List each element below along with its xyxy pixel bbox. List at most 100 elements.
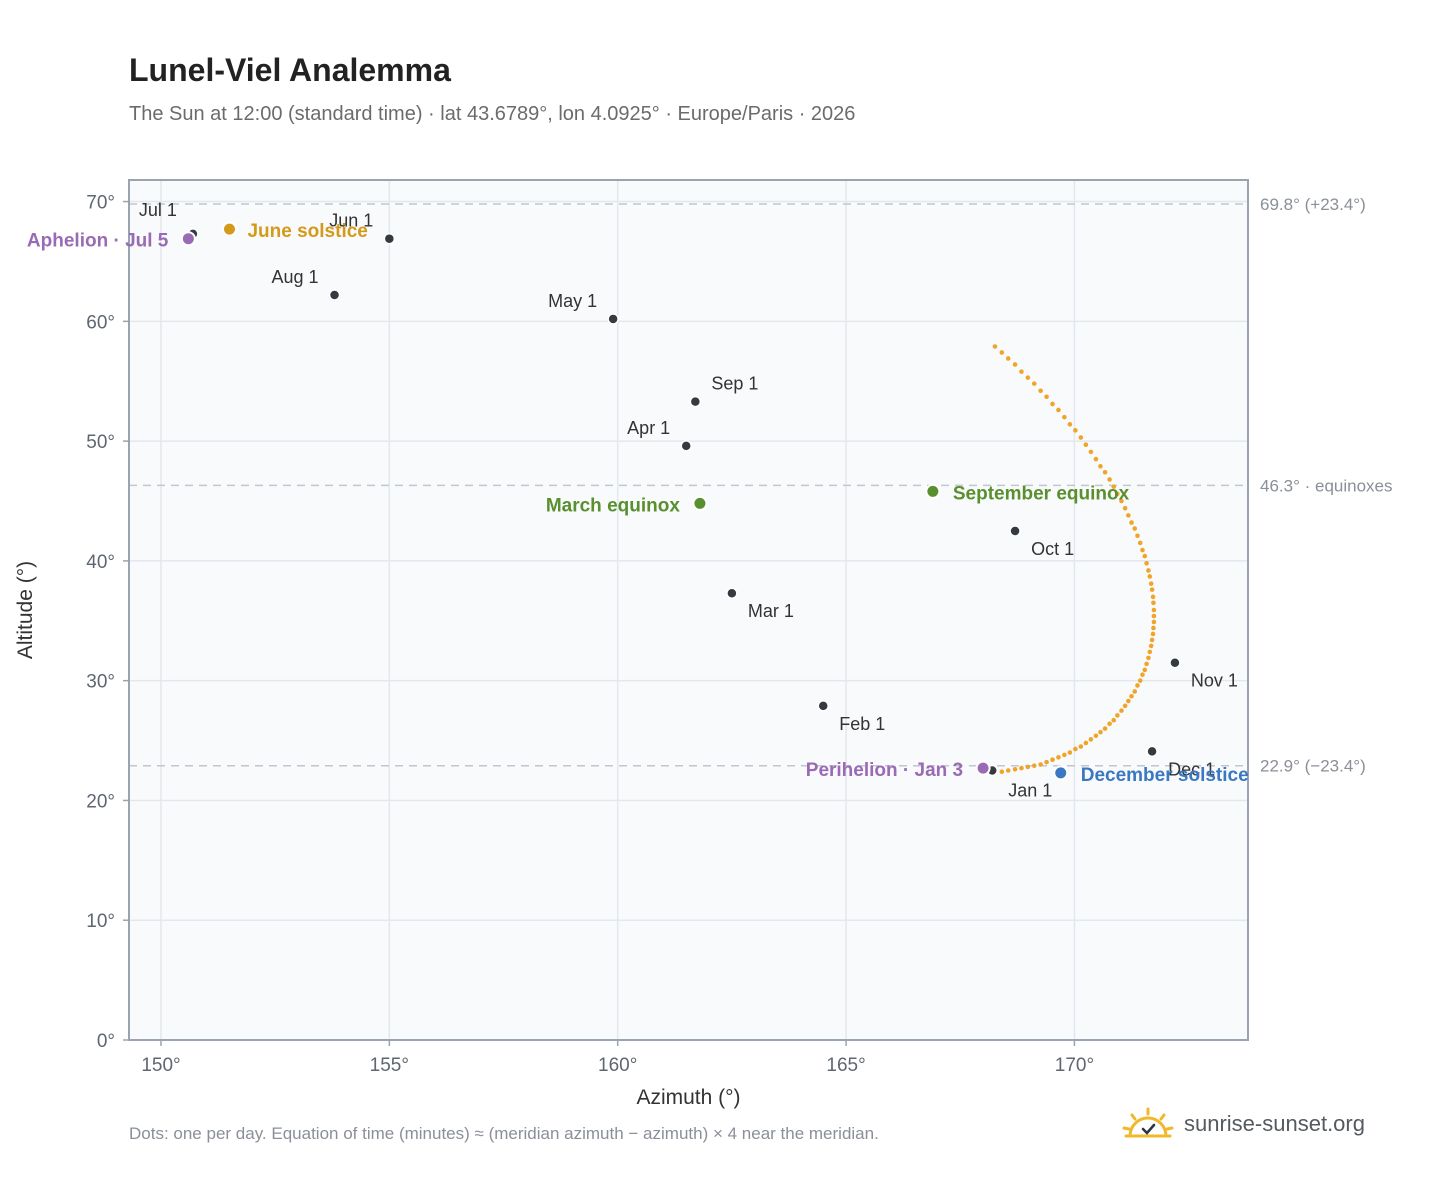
day-dot — [992, 344, 998, 349]
chart-subtitle: The Sun at 12:00 (standard time) · lat 4… — [129, 103, 856, 125]
event-marker — [692, 495, 708, 511]
day-dot — [1044, 759, 1049, 765]
day-dot — [1147, 574, 1153, 579]
day-dot — [1102, 726, 1108, 731]
month-label: Apr 1 — [627, 418, 670, 438]
month-marker — [1169, 656, 1181, 669]
month-label: Mar 1 — [748, 601, 794, 621]
month-label: Jul 1 — [139, 200, 177, 220]
day-dot — [1073, 428, 1078, 433]
x-tick-label: 165° — [826, 1055, 865, 1076]
event-marker — [180, 231, 196, 247]
day-dot — [1140, 672, 1145, 677]
month-marker — [1009, 525, 1021, 537]
day-dot — [1111, 717, 1117, 723]
day-dot — [1146, 568, 1151, 573]
month-label: Feb 1 — [839, 714, 885, 734]
day-dot — [1111, 484, 1117, 489]
day-dot — [1083, 740, 1089, 746]
month-label: Jun 1 — [329, 211, 373, 231]
day-dot — [1151, 625, 1156, 631]
month-marker — [680, 440, 692, 452]
reference-line-label: 22.9° (−23.4°) — [1260, 757, 1366, 776]
month-marker — [817, 700, 829, 712]
day-dot — [1119, 498, 1124, 504]
x-axis-label: Azimuth (°) — [636, 1086, 740, 1109]
day-dot — [1056, 755, 1061, 760]
sun-logo-icon — [1122, 1107, 1174, 1138]
day-dot — [1031, 763, 1037, 769]
month-label: Jan 1 — [1008, 781, 1052, 801]
day-dot — [1050, 757, 1055, 763]
x-tick-label: 150° — [141, 1055, 180, 1076]
day-dot — [1050, 401, 1055, 407]
y-axis-label: Altitude (°) — [14, 561, 37, 659]
day-dot — [1142, 553, 1148, 559]
x-tick-label: 155° — [370, 1055, 409, 1076]
day-dot — [1135, 533, 1140, 539]
brand[interactable]: sunrise-sunset.org — [1122, 1104, 1365, 1144]
day-dot — [1102, 469, 1108, 475]
reference-line-label: 46.3° · equinoxes — [1260, 476, 1393, 495]
day-dot — [1147, 649, 1153, 655]
event-label: September equinox — [953, 483, 1130, 504]
day-dot — [1151, 619, 1157, 625]
brand-name: sunrise-sunset.org — [1184, 1111, 1365, 1136]
day-dot — [1078, 744, 1084, 749]
day-dot — [1012, 767, 1018, 772]
day-dot — [1025, 375, 1031, 380]
day-dot — [1144, 661, 1149, 667]
day-dot — [1031, 381, 1037, 386]
chart-title: Lunel-Viel Analemma — [129, 52, 451, 88]
y-tick-label: 30° — [86, 672, 115, 693]
y-tick-label: 10° — [86, 911, 115, 932]
day-dot — [1150, 631, 1156, 637]
day-dot — [1132, 526, 1138, 531]
day-dot — [1093, 733, 1099, 739]
day-dot — [1126, 698, 1131, 704]
day-dot — [1038, 762, 1043, 767]
day-dot — [999, 350, 1005, 355]
event-label: Perihelion · Jan 3 — [806, 760, 963, 781]
month-marker — [726, 587, 738, 599]
day-dot — [1062, 752, 1067, 758]
y-tick-label: 60° — [86, 312, 115, 333]
event-marker — [925, 483, 941, 499]
event-marker — [221, 221, 237, 237]
day-dot — [1122, 505, 1128, 511]
day-dot — [1093, 456, 1099, 462]
reference-line-label: 69.8° (+23.4°) — [1260, 195, 1366, 214]
month-label: Nov 1 — [1191, 671, 1238, 691]
day-dot — [1129, 520, 1134, 525]
event-label: December solstice — [1081, 765, 1249, 786]
y-tick-label: 40° — [86, 552, 115, 573]
day-dot — [1149, 637, 1155, 643]
day-dot — [1038, 388, 1043, 394]
y-tick-label: 0° — [97, 1031, 115, 1052]
month-marker — [1146, 745, 1158, 758]
day-dot — [1140, 547, 1145, 553]
month-label: Sep 1 — [711, 374, 758, 394]
day-dot — [1148, 581, 1154, 586]
y-tick-label: 70° — [86, 193, 115, 214]
event-label: June solstice — [247, 221, 367, 242]
day-dot — [1151, 613, 1157, 619]
day-dot — [1137, 678, 1143, 683]
day-dot — [1149, 587, 1155, 592]
plot-area — [129, 180, 1248, 1040]
x-tick-label: 160° — [598, 1055, 637, 1076]
month-label: Dec 1 — [1168, 759, 1215, 779]
event-label: Aphelion · Jul 5 — [27, 231, 169, 252]
day-dot — [1067, 422, 1073, 427]
y-tick-label: 50° — [86, 432, 115, 453]
day-dot — [1062, 414, 1067, 420]
plot-frame — [128, 179, 1249, 1041]
month-marker — [328, 289, 341, 301]
chart-footnote: Dots: one per day. Equation of time (min… — [129, 1124, 879, 1143]
event-marker — [1053, 765, 1069, 781]
day-dot — [1098, 463, 1103, 469]
month-label: May 1 — [548, 291, 597, 311]
day-dot — [1135, 683, 1140, 688]
day-dot — [1122, 703, 1128, 709]
day-dot — [1150, 594, 1156, 600]
